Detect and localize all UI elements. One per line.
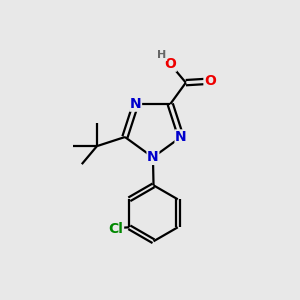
Text: N: N <box>130 97 141 111</box>
Text: N: N <box>147 150 159 164</box>
Text: O: O <box>164 57 176 71</box>
Text: Cl: Cl <box>109 222 124 236</box>
Text: O: O <box>204 74 216 88</box>
Text: N: N <box>175 130 187 144</box>
Text: H: H <box>158 50 167 60</box>
